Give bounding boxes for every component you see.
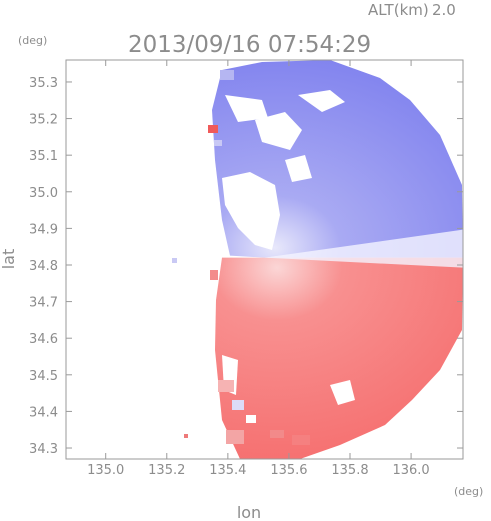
echo-speckle — [184, 434, 188, 438]
no-echo-gap — [222, 172, 280, 250]
no-echo-gap — [298, 90, 345, 112]
zero-velocity-band — [264, 229, 463, 268]
x-tick-label: 136.0 — [392, 463, 429, 478]
x-tick-label: 135.4 — [209, 463, 246, 478]
chart-title: 2013/09/16 07:54:29 — [128, 32, 371, 58]
x-axis-label: lon — [237, 503, 261, 521]
x-ticks: 135.0 135.2 135.4 135.6 135.8 136.0 — [87, 60, 430, 478]
echo-speckle — [214, 140, 222, 146]
y-tick-label: 34.7 — [29, 296, 58, 311]
y-axis-label: lat — [0, 249, 18, 270]
receding-velocity-region — [215, 257, 463, 459]
echo-speckle — [220, 70, 234, 80]
y-tick-label: 35.0 — [29, 186, 58, 201]
no-echo-gap — [330, 380, 355, 405]
y-tick-label: 35.1 — [29, 149, 58, 164]
no-echo-gap — [225, 95, 268, 122]
y-tick-label: 34.9 — [29, 222, 58, 237]
no-echo-gap — [255, 112, 302, 150]
echo-speckle — [218, 380, 234, 392]
echo-speckle — [208, 125, 218, 133]
echo-speckle — [270, 430, 284, 438]
x-tick-label: 135.0 — [87, 463, 124, 478]
y-tick-label: 34.4 — [29, 405, 58, 420]
echo-speckle — [172, 258, 177, 263]
plot-frame — [65, 59, 464, 460]
echo-speckle — [246, 415, 256, 423]
y-tick-label: 34.6 — [29, 332, 58, 347]
no-echo-gap — [285, 155, 312, 182]
x-unit-label: (deg) — [454, 485, 483, 498]
echo-speckle — [210, 270, 218, 280]
y-ticks: 34.3 34.4 34.5 34.6 34.7 34.8 34.9 35.0 35.1 35.2… — [29, 76, 463, 457]
echo-speckle — [226, 430, 244, 444]
x-tick-label: 135.8 — [331, 463, 368, 478]
x-tick-label: 135.6 — [270, 463, 307, 478]
echo-speckle — [292, 435, 310, 445]
y-tick-label: 34.5 — [29, 369, 58, 384]
altitude-value: 2.0 — [432, 1, 456, 19]
y-unit-label: (deg) — [18, 34, 47, 47]
x-tick-label: 135.2 — [148, 463, 185, 478]
y-tick-label: 35.2 — [29, 113, 58, 128]
y-tick-label: 34.8 — [29, 259, 58, 274]
echo-speckle — [232, 400, 244, 410]
velocity-field — [172, 60, 463, 459]
y-tick-label: 35.3 — [29, 76, 58, 91]
altitude-label: ALT(km) — [368, 1, 429, 19]
y-tick-label: 34.3 — [29, 442, 58, 457]
